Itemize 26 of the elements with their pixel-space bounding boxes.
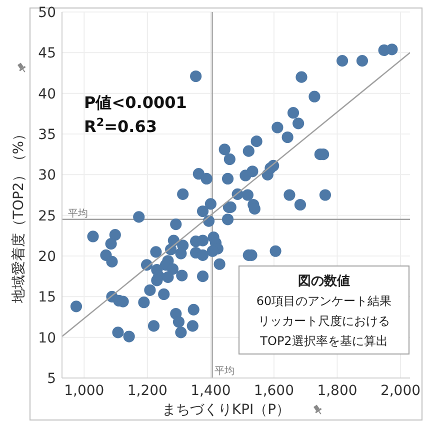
y-tick-label: 5 xyxy=(47,371,56,387)
y-tick-label: 20 xyxy=(38,249,56,265)
y-tick-label: 50 xyxy=(38,5,56,21)
x-tick-label: 1,800 xyxy=(317,383,358,399)
ref-line-label: 平均 xyxy=(214,365,234,377)
y-tick-label: 15 xyxy=(38,290,56,306)
x-tick-label: 1,400 xyxy=(190,383,231,399)
y-tick-label: 45 xyxy=(38,46,56,62)
x-tick-label: 2,000 xyxy=(380,383,421,399)
annotation: R$^{2}$=0.63 xyxy=(84,116,158,136)
x-tick-label: 1,200 xyxy=(127,383,168,399)
y-tick-label: 25 xyxy=(38,208,56,224)
x-tick-label: 1,600 xyxy=(254,383,294,399)
x-tick-label: 1,000 xyxy=(64,383,104,399)
annotation: 図の数値 xyxy=(298,274,350,289)
y-tick-label: 30 xyxy=(38,168,56,184)
annotation: TOP2選択率を基に算出 xyxy=(259,334,388,348)
y-tick-label: 40 xyxy=(38,86,56,102)
y-tick-label: 10 xyxy=(38,330,56,346)
y-tick-label: 35 xyxy=(38,127,56,143)
y-axis-title: 地域愛着度（TOP2）（%） xyxy=(11,126,27,304)
annotation: P値<0.0001 xyxy=(84,93,187,112)
annotation: 60項目のアンケート結果 xyxy=(256,294,392,308)
annotation: リッカート尺度における xyxy=(258,314,390,328)
ref-line-label: 平均 xyxy=(68,207,88,220)
x-axis-title: まちづくりKPI（P） xyxy=(162,402,290,418)
